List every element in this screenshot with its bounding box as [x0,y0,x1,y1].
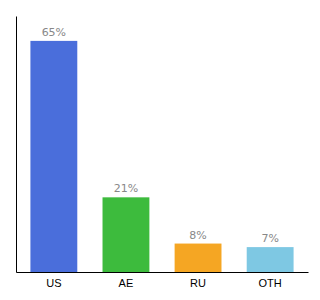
x-tick-label: RU [190,277,206,289]
x-axis-line [17,272,309,273]
bar [247,247,294,272]
data-labels: 65% 21% 8% 7% [42,26,279,245]
y-axis [16,17,17,273]
x-axis: US AE RU OTH [17,273,309,290]
x-tick: RU [190,277,206,289]
chart-svg: US AE RU OTH 65% 21% 8% 7% [0,0,320,300]
bar [30,41,77,272]
y-axis-line [16,17,17,273]
x-tick-label: AE [119,277,134,289]
chart-container: US AE RU OTH 65% 21% 8% 7% [0,0,320,300]
data-label: 21% [114,182,138,195]
data-label: 8% [189,229,206,242]
x-tick-label: US [46,277,61,289]
x-tick: AE [119,277,134,289]
bars [30,41,293,272]
x-tick: US [46,277,61,289]
x-tick-label: OTH [259,277,282,289]
plot-area: US AE RU OTH 65% 21% 8% 7% [17,17,309,290]
data-label: 65% [42,26,66,39]
data-label: 7% [261,232,278,245]
bar [103,197,150,272]
bar [175,244,222,272]
x-tick: OTH [259,277,282,289]
